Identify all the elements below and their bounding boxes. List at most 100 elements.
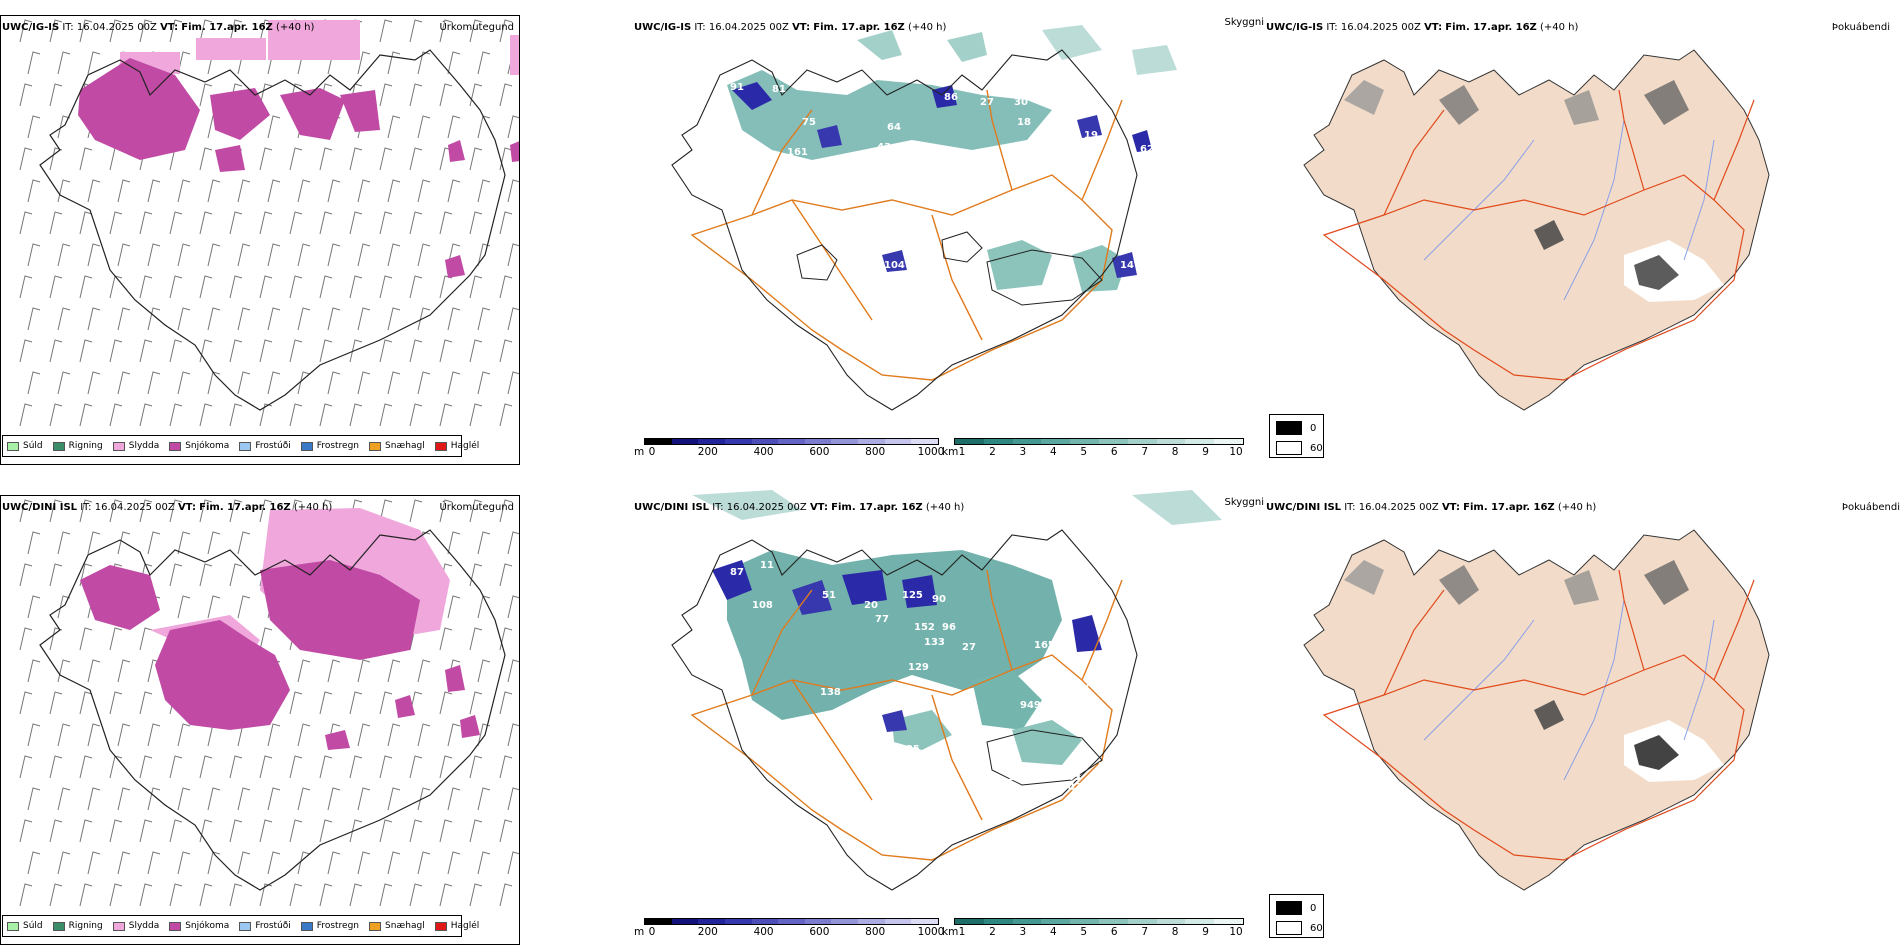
legend-swatch [7,441,19,451]
wind-barb [267,787,281,811]
wind-barb [259,275,273,299]
wind-barb [289,883,303,907]
cloud-base-label: 138 [820,687,841,698]
wind-barb [319,403,333,427]
colorbar-tick: 600 [809,446,830,458]
legend-label: Frostregn [316,921,360,931]
wind-barb [229,819,243,843]
wind-barb [229,275,243,299]
wind-barb [297,723,311,747]
wind-barb [139,275,153,299]
legend-label: Súld [23,441,43,451]
cloud-map-row2: 87 11 108 51 20 125 90 77 152 96 133 27 129 138 165 35 3… [671,490,1222,891]
wind-barb [499,339,513,363]
glacier-outline [986,249,1103,306]
colorbar-tick: 600 [809,926,830,938]
wind-barb [349,275,363,299]
it-value: 16.04.2025 00Z [1358,502,1439,513]
legend-swatch [169,441,182,451]
colorbar-step [778,919,805,924]
wind-barb [177,595,191,619]
colorbar-tick: 4 [1049,926,1057,938]
wind-barb [19,19,33,43]
fog-map-row1 [1303,49,1770,411]
lead-time: (+40 h) [1557,502,1597,513]
fog-index-area [1344,80,1724,302]
legend-item: Súld [7,441,43,451]
colorbar-tick: 10 [1229,926,1243,938]
colorbar-tick: 3 [1019,926,1027,938]
wind-barb [147,723,161,747]
ceiling-area [712,560,1102,732]
wind-barb [477,659,491,683]
legend-label: Slydda [128,921,160,931]
wind-barb [379,819,393,843]
ceiling-area [732,82,1152,278]
wind-barb [319,755,333,779]
wind-barb [447,723,461,747]
legend-label: Haglél [450,441,480,451]
wind-barb [87,659,101,683]
wind-barb [49,883,63,907]
wind-barb [387,659,401,683]
wind-barb [147,179,161,203]
wind-barb [417,179,431,203]
legend-swatch [300,441,313,451]
wind-barb [177,307,191,331]
wind-barb [499,275,513,299]
wind-barb [327,371,341,395]
colorbar-step [983,919,1013,924]
wind-barb [349,691,363,715]
cloud-base-label: 18 [1017,117,1031,128]
colorbar-step [1185,919,1215,924]
ceiling-unit: m [634,446,645,458]
wind-barb [229,755,243,779]
wind-barb [477,851,491,875]
wind-barb [379,403,393,427]
colorbar-tick: 7 [1141,926,1148,938]
precip-title-row2: Úrkomutegund [439,502,514,513]
colorbar-tick: 8 [1171,446,1179,458]
ceiling-bar [644,918,939,925]
wind-barb [177,531,191,555]
wind-barb [289,755,303,779]
it-value: 16.04.2025 00Z [76,22,157,33]
wind-barb [109,339,123,363]
wind-barb [237,371,251,395]
wind-barb [259,627,273,651]
wind-barb [199,499,213,523]
wind-barb [79,755,93,779]
wind-barb [327,787,341,811]
glacier-outline [986,729,1103,786]
cloud-base-label: 43 [877,142,891,153]
vt-label: VT: [809,502,828,513]
wind-barb [439,819,453,843]
wind-barb [27,243,41,267]
legend-item: Frostregn [300,441,359,451]
wind-barb [19,211,33,235]
cloud-base-label: 20 [864,600,878,611]
wind-barb [109,691,123,715]
legend-swatch [369,921,382,931]
wind-barb [357,371,371,395]
colorbar-step [1012,919,1042,924]
precip-map-row2 [19,499,520,907]
wind-barb [439,691,453,715]
sleet-area [120,20,520,75]
wind-barb [49,83,63,107]
wind-barb [117,787,131,811]
wind-barb [237,531,251,555]
wind-barb [27,659,41,683]
wind-barb [87,243,101,267]
wind-barb [27,531,41,555]
legend-item: Snæhagl [369,441,425,451]
wind-barb [267,179,281,203]
legend-item: Rigning [52,441,103,451]
wind-barb [259,83,273,107]
colorbar-tick: 1 [958,446,966,458]
visibility-bar [954,438,1244,445]
colorbar-step [1041,919,1071,924]
wind-barb [177,723,191,747]
legend-swatch [169,921,182,931]
precip-header-row1: UWC/IG-IS IT: 16.04.2025 00Z VT: Fim. 17… [2,22,314,34]
